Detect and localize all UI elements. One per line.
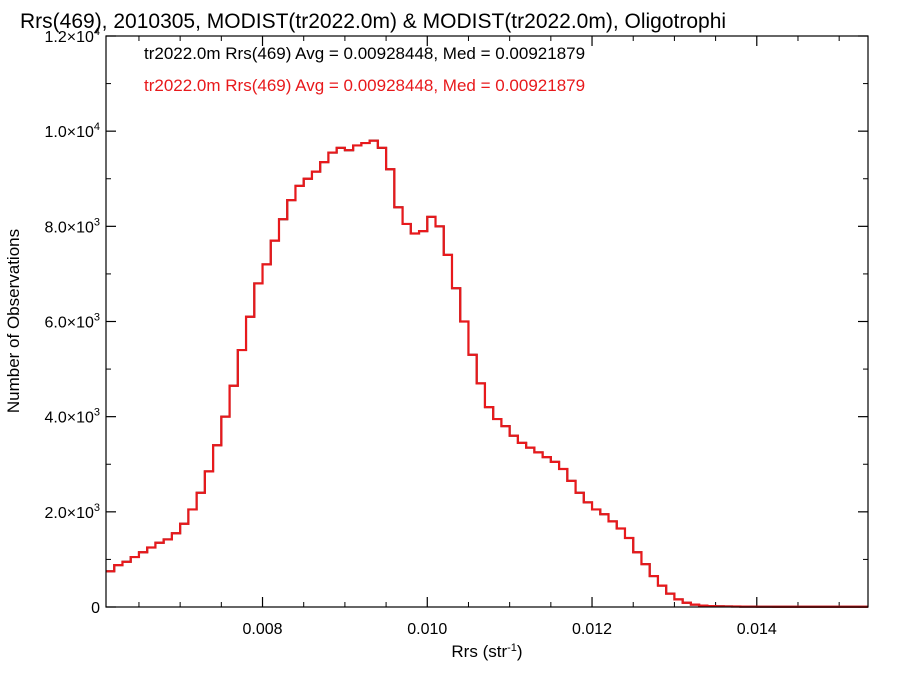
annotation-black: tr2022.0m Rrs(469) Avg = 0.00928448, Med…	[144, 44, 585, 63]
x-tick-label: 0.012	[572, 621, 612, 638]
y-tick-label: 1.0×104	[44, 121, 100, 141]
y-tick-label: 2.0×103	[44, 502, 100, 522]
series-line-red	[106, 139, 868, 608]
y-tick-exponent: 4	[94, 121, 100, 133]
chart-title: Rrs(469), 2010305, MODIST(tr2022.0m) & M…	[20, 10, 726, 33]
y-axis-ticks: 02.0×1034.0×1036.0×1038.0×1031.0×1041.2×…	[44, 26, 868, 617]
y-tick-label: 8.0×103	[44, 216, 100, 236]
x-axis-label-main: Rrs (str	[451, 642, 507, 661]
y-tick-label: 0	[91, 600, 100, 617]
y-tick-label: 1.2×104	[44, 26, 100, 46]
y-tick-exponent: 3	[94, 407, 100, 419]
x-axis-ticks: 0.008 0.010 0.012 0.014	[138, 36, 840, 638]
series-layer	[106, 139, 868, 608]
y-tick-label: 6.0×103	[44, 312, 100, 332]
x-axis-label-exponent: -1	[507, 642, 517, 654]
y-tick-mantissa: 8.0×10	[44, 219, 93, 236]
x-tick-label: 0.014	[737, 621, 777, 638]
x-tick-label: 0.008	[242, 621, 282, 638]
x-axis-label: Rrs (str-1)	[451, 642, 522, 661]
y-tick-label: 4.0×103	[44, 407, 100, 427]
y-tick-mantissa: 2.0×10	[44, 505, 93, 522]
y-tick-mantissa: 0	[91, 600, 100, 617]
y-tick-mantissa: 1.0×10	[44, 124, 93, 141]
y-tick-exponent: 3	[94, 312, 100, 324]
y-tick-mantissa: 1.2×10	[44, 29, 93, 46]
series-line-black	[106, 139, 868, 608]
y-tick-mantissa: 4.0×10	[44, 410, 93, 427]
y-tick-exponent: 4	[94, 26, 100, 38]
y-tick-mantissa: 6.0×10	[44, 315, 93, 332]
plot-frame	[105, 35, 869, 608]
y-tick-exponent: 3	[94, 502, 100, 514]
x-axis-label-close: )	[517, 642, 523, 661]
y-axis-label: Number of Observations	[4, 229, 23, 413]
annotation-red: tr2022.0m Rrs(469) Avg = 0.00928448, Med…	[144, 76, 585, 95]
x-tick-label: 0.010	[407, 621, 447, 638]
y-tick-exponent: 3	[94, 216, 100, 228]
